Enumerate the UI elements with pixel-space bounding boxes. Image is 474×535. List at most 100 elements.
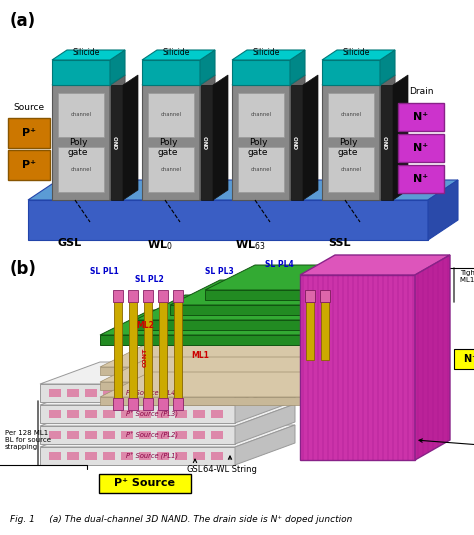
Polygon shape bbox=[193, 410, 205, 418]
Text: P⁺: P⁺ bbox=[22, 128, 36, 138]
Polygon shape bbox=[235, 404, 295, 444]
Polygon shape bbox=[175, 389, 187, 397]
Polygon shape bbox=[52, 75, 125, 85]
Text: SL PL2: SL PL2 bbox=[135, 275, 164, 284]
Polygon shape bbox=[300, 255, 450, 275]
Polygon shape bbox=[170, 280, 440, 305]
Polygon shape bbox=[380, 75, 395, 200]
Polygon shape bbox=[100, 342, 440, 367]
Text: ONO: ONO bbox=[384, 135, 390, 149]
Polygon shape bbox=[40, 447, 235, 465]
Text: Tight-pitch
ML1 BL's: Tight-pitch ML1 BL's bbox=[460, 270, 474, 283]
Polygon shape bbox=[157, 389, 169, 397]
Polygon shape bbox=[175, 452, 187, 460]
Polygon shape bbox=[58, 147, 104, 192]
Polygon shape bbox=[193, 452, 205, 460]
Polygon shape bbox=[49, 389, 61, 397]
Polygon shape bbox=[393, 75, 408, 200]
Polygon shape bbox=[139, 431, 151, 439]
Polygon shape bbox=[340, 284, 410, 288]
Text: ONO: ONO bbox=[204, 135, 210, 149]
Polygon shape bbox=[58, 93, 104, 137]
Polygon shape bbox=[135, 295, 440, 320]
Text: Silicide: Silicide bbox=[252, 48, 280, 57]
Text: channel: channel bbox=[71, 167, 91, 172]
Text: channel: channel bbox=[161, 167, 182, 172]
Polygon shape bbox=[85, 410, 97, 418]
FancyBboxPatch shape bbox=[99, 474, 191, 493]
Polygon shape bbox=[40, 362, 295, 384]
Polygon shape bbox=[213, 75, 228, 200]
Polygon shape bbox=[28, 180, 458, 200]
Polygon shape bbox=[390, 310, 440, 345]
Polygon shape bbox=[200, 75, 215, 200]
Bar bbox=[114, 300, 122, 400]
Polygon shape bbox=[52, 85, 110, 200]
Polygon shape bbox=[328, 147, 374, 192]
Text: N⁺: N⁺ bbox=[413, 143, 428, 153]
Text: Poly
gate: Poly gate bbox=[248, 138, 268, 157]
Text: channel: channel bbox=[340, 112, 362, 118]
Polygon shape bbox=[103, 389, 115, 397]
Polygon shape bbox=[235, 362, 295, 402]
Polygon shape bbox=[148, 93, 194, 137]
Polygon shape bbox=[232, 50, 305, 60]
Polygon shape bbox=[40, 405, 235, 423]
Text: Fig. 1     (a) The dual-channel 3D NAND. The drain side is N⁺ doped junction: Fig. 1 (a) The dual-channel 3D NAND. The… bbox=[10, 516, 352, 524]
Text: ML2: ML2 bbox=[136, 320, 154, 330]
Bar bbox=[129, 300, 137, 400]
Text: SL PL4: SL PL4 bbox=[265, 260, 294, 269]
Polygon shape bbox=[40, 383, 295, 405]
Polygon shape bbox=[205, 265, 440, 290]
Text: Poly
gate: Poly gate bbox=[338, 138, 358, 157]
Polygon shape bbox=[103, 452, 115, 460]
Polygon shape bbox=[100, 397, 390, 405]
Polygon shape bbox=[390, 265, 440, 300]
Polygon shape bbox=[398, 134, 444, 162]
Polygon shape bbox=[340, 263, 410, 267]
Polygon shape bbox=[290, 50, 305, 85]
FancyBboxPatch shape bbox=[454, 349, 474, 369]
Polygon shape bbox=[235, 425, 295, 465]
Polygon shape bbox=[67, 431, 79, 439]
Text: Silicide: Silicide bbox=[73, 48, 100, 57]
Polygon shape bbox=[52, 60, 110, 85]
Text: Source: Source bbox=[13, 103, 45, 112]
Text: P⁺ Source (PL3): P⁺ Source (PL3) bbox=[127, 410, 179, 418]
Bar bbox=[320, 290, 330, 302]
Text: (b): (b) bbox=[10, 260, 37, 278]
Text: P⁺: P⁺ bbox=[22, 160, 36, 170]
Text: P⁺ Source (PL4): P⁺ Source (PL4) bbox=[127, 389, 179, 396]
Bar bbox=[113, 398, 123, 410]
Bar bbox=[305, 290, 315, 302]
Polygon shape bbox=[100, 367, 390, 375]
Polygon shape bbox=[28, 200, 428, 240]
Text: channel: channel bbox=[250, 167, 272, 172]
Polygon shape bbox=[139, 410, 151, 418]
Bar bbox=[143, 290, 153, 302]
Polygon shape bbox=[398, 165, 444, 193]
Polygon shape bbox=[238, 93, 284, 137]
Polygon shape bbox=[103, 410, 115, 418]
Text: GSL: GSL bbox=[187, 459, 203, 474]
Text: channel: channel bbox=[340, 167, 362, 172]
Polygon shape bbox=[148, 147, 194, 192]
Polygon shape bbox=[110, 75, 125, 200]
Polygon shape bbox=[175, 431, 187, 439]
Text: Silicide: Silicide bbox=[162, 48, 190, 57]
Polygon shape bbox=[390, 280, 440, 315]
Polygon shape bbox=[157, 410, 169, 418]
Text: Silicide: Silicide bbox=[342, 48, 370, 57]
Text: P⁺ Source: P⁺ Source bbox=[115, 478, 175, 488]
Polygon shape bbox=[142, 85, 200, 200]
Polygon shape bbox=[85, 452, 97, 460]
Polygon shape bbox=[121, 431, 133, 439]
Text: WL$_{63}$: WL$_{63}$ bbox=[235, 238, 265, 252]
Polygon shape bbox=[157, 431, 169, 439]
Bar bbox=[173, 290, 183, 302]
Text: 64-WL String: 64-WL String bbox=[203, 456, 257, 474]
Text: N⁺: N⁺ bbox=[413, 174, 428, 184]
Polygon shape bbox=[100, 382, 390, 390]
Text: SL PL1: SL PL1 bbox=[90, 267, 119, 276]
Polygon shape bbox=[135, 320, 390, 330]
